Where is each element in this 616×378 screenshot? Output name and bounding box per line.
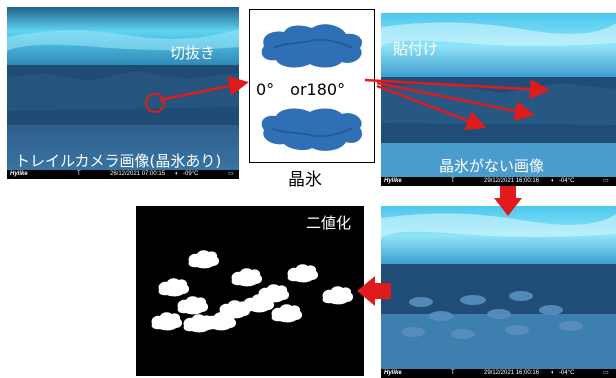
camera-temperature: -04°C [559,178,575,184]
left-arrow-icon [357,276,391,306]
camera-temperature: -04°C [559,370,575,376]
crop-label: 切抜き [170,44,216,62]
moon-icon: ◐ [551,178,555,184]
battery-icon: ▭ [228,171,234,177]
crystal-ice-shape-top [261,24,363,68]
crystal-ice-panel: 0° or180° [249,9,375,163]
camera-brand: Hylike [384,370,402,376]
camera-mode: T [77,171,81,177]
paste-arrows [364,78,550,131]
rotation-label: 0° or180° [256,80,346,99]
camera-status-bar: Hylike T 29/12/2021 16:00:16 ◐ -04°C ▭ [381,177,616,186]
pasted-ice-group [401,291,583,339]
crop-arrow [159,76,249,102]
camera-datetime: 29/12/2021 16:00:16 [484,178,540,184]
crystal-ice-shape-bottom [261,108,363,151]
moon-icon: ◐ [175,171,179,177]
camera-mode: T [451,370,455,376]
trail-camera-caption: トレイルカメラ画像(晶氷あり) [15,152,222,170]
trail-camera-image-panel: 切抜き トレイルカメラ画像(晶氷あり) Hylike T 26/12/2021 … [7,7,239,179]
camera-datetime: 26/12/2021 07:00:15 [110,171,166,177]
binarize-label: 二値化 [306,214,352,232]
moon-icon: ◐ [551,370,555,376]
paste-label: 貼付け [393,40,439,58]
camera-brand: Hylike [10,171,28,177]
pasted-result-panel: Hylike T 29/12/2021 16:00:16 ◐ -04°C ▭ [381,206,616,378]
camera-datetime: 29/12/2021 16:00:16 [484,370,540,376]
camera-status-bar: Hylike T 26/12/2021 07:00:15 ◐ -09°C ▭ [7,170,239,179]
camera-status-bar: Hylike T 29/12/2021 16:00:16 ◐ -04°C ▭ [381,369,616,378]
down-arrow-icon [494,186,522,216]
binarized-image-panel: 二値化 [136,206,364,376]
pasted-result-scene [381,206,616,378]
battery-icon: ▭ [603,178,609,184]
battery-icon: ▭ [603,370,609,376]
crystal-ice-caption: 晶氷 [288,170,322,190]
camera-temperature: -09°C [183,171,199,177]
camera-brand: Hylike [384,178,402,184]
camera-mode: T [451,178,455,184]
no-ice-image-panel: 貼付け 晶氷がない画像 Hylike T 29/12/2021 16:00:16… [381,13,616,186]
no-ice-caption: 晶氷がない画像 [439,157,545,175]
ice-selection-circle [145,93,165,113]
